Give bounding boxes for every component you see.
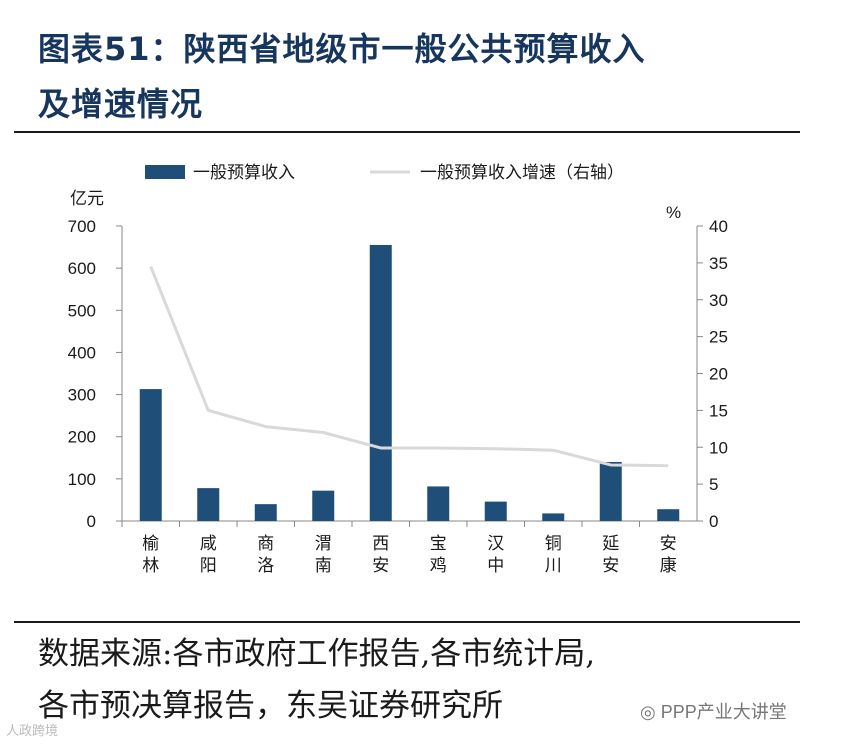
legend-bar-label: 一般预算收入 <box>193 163 295 182</box>
watermark-left: 人政跨境 <box>6 723 59 738</box>
y-right-tick-label: 20 <box>709 365 728 384</box>
y-left-tick-label: 100 <box>68 470 96 489</box>
bar-8 <box>542 513 565 521</box>
y-left-unit-label: 亿元 <box>70 189 104 208</box>
y-left-tick-label: 400 <box>68 343 96 362</box>
growth-line <box>149 266 669 468</box>
legend-line-label: 一般预算收入增速（右轴） <box>420 163 624 182</box>
x-tick-label: 宝鸡 <box>430 534 447 575</box>
bar-4 <box>312 490 335 521</box>
watermark-right-text: PPP产业大讲堂 <box>660 702 787 722</box>
title-line-2: 及增速情况 <box>38 85 204 123</box>
bottom-divider <box>14 621 800 623</box>
x-tick-label: 咸阳 <box>200 534 217 575</box>
x-tick-label: 西安 <box>372 534 389 575</box>
y-right-tick-label: 0 <box>709 512 718 531</box>
y-right-tick-label: 25 <box>709 328 728 347</box>
x-tick-label: 汉中 <box>487 534 504 575</box>
bar-7 <box>484 501 507 521</box>
y-left-tick-label: 0 <box>87 512 96 531</box>
source-note: 数据来源:各市政府工作报告,各市统计局, 各市预决算报告，东吴证券研究所 <box>38 628 828 732</box>
y-right-tick-label: 40 <box>709 217 728 236</box>
bar-3 <box>254 504 277 521</box>
y-right-tick-label: 30 <box>709 291 728 310</box>
bar-9 <box>599 462 622 521</box>
x-tick-label: 铜川 <box>545 534 562 575</box>
y-left-tick-label: 200 <box>68 428 96 447</box>
top-divider <box>14 131 800 133</box>
source-line-2: 各市预决算报告，东吴证券研究所 <box>38 688 503 724</box>
bar-5 <box>369 244 392 521</box>
bar-line-chart: 一般预算收入 一般预算收入增速（右轴）亿元%0100200300400500600… <box>68 163 728 575</box>
title-line-1: 图表51：陕西省地级市一般公共预算收入 <box>38 30 646 68</box>
y-right-unit-label: % <box>666 203 681 222</box>
x-tick-label: 安康 <box>660 534 677 575</box>
watermark-right: ◎ PPP产业大讲堂 <box>640 698 787 724</box>
y-right-tick-label: 5 <box>709 475 718 494</box>
legend-bar-swatch <box>145 165 185 179</box>
y-right-tick-label: 15 <box>709 401 728 420</box>
source-line-1: 数据来源:各市政府工作报告,各市统计局, <box>38 636 596 672</box>
y-left-tick-label: 300 <box>68 386 96 405</box>
chart-title: 图表51：陕西省地级市一般公共预算收入 及增速情况 <box>38 22 818 132</box>
y-left-tick-label: 600 <box>68 259 96 278</box>
x-tick-label: 榆林 <box>142 534 159 575</box>
y-right-tick-label: 10 <box>709 438 728 457</box>
bar-2 <box>197 488 220 521</box>
x-tick-label: 渭南 <box>315 534 332 575</box>
bar-6 <box>427 486 450 521</box>
bar-1 <box>139 389 162 521</box>
y-left-tick-label: 500 <box>68 301 96 320</box>
y-left-tick-label: 700 <box>68 217 96 236</box>
bar-10 <box>657 509 680 521</box>
x-tick-label: 延安 <box>602 534 619 575</box>
wechat-icon: ◎ <box>640 702 661 722</box>
x-tick-label: 商洛 <box>257 534 274 575</box>
y-right-tick-label: 35 <box>709 254 728 273</box>
